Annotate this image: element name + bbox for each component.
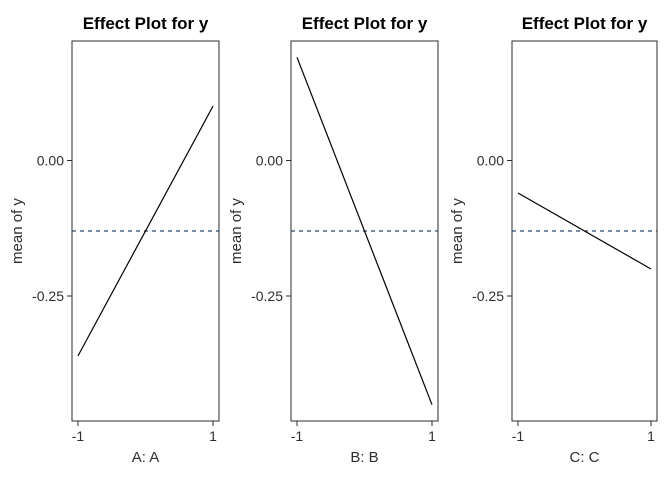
x-tick-label-1: 1	[428, 428, 436, 444]
effect-line	[517, 192, 652, 270]
x-tick-label-1: 1	[647, 428, 655, 444]
effect-plot-panel-a: Effect Plot for y 0.00 -0.25 mean of y -…	[9, 14, 220, 466]
y-tick-label-0: 0.00	[37, 152, 64, 168]
panel-title: Effect Plot for y	[83, 14, 209, 33]
panel-title: Effect Plot for y	[522, 14, 648, 33]
y-tick-label-0: 0.00	[477, 152, 504, 168]
x-tick-label-0: -1	[291, 428, 304, 444]
y-tick-label-0: 0.00	[256, 152, 283, 168]
x-tick-label-0: -1	[72, 428, 85, 444]
x-axis-label: B: B	[350, 449, 378, 466]
y-axis-label: mean of y	[449, 198, 466, 264]
y-axis-label: mean of y	[228, 198, 245, 264]
effect-line	[77, 105, 214, 357]
x-axis-label: A: A	[132, 449, 160, 466]
effect-line	[296, 57, 433, 405]
effect-plot-panel-c: Effect Plot for y 0.00 -0.25 mean of y -…	[449, 14, 658, 466]
x-axis-label: C: C	[570, 449, 600, 466]
y-tick-label-1: -0.25	[251, 288, 283, 304]
y-tick-label-1: -0.25	[472, 288, 504, 304]
panel-title: Effect Plot for y	[302, 14, 428, 33]
y-tick-label-1: -0.25	[32, 288, 64, 304]
effect-plot-panel-b: Effect Plot for y 0.00 -0.25 mean of y -…	[228, 14, 439, 466]
x-tick-label-1: 1	[209, 428, 217, 444]
y-axis-label: mean of y	[9, 198, 26, 264]
x-tick-label-0: -1	[512, 428, 525, 444]
